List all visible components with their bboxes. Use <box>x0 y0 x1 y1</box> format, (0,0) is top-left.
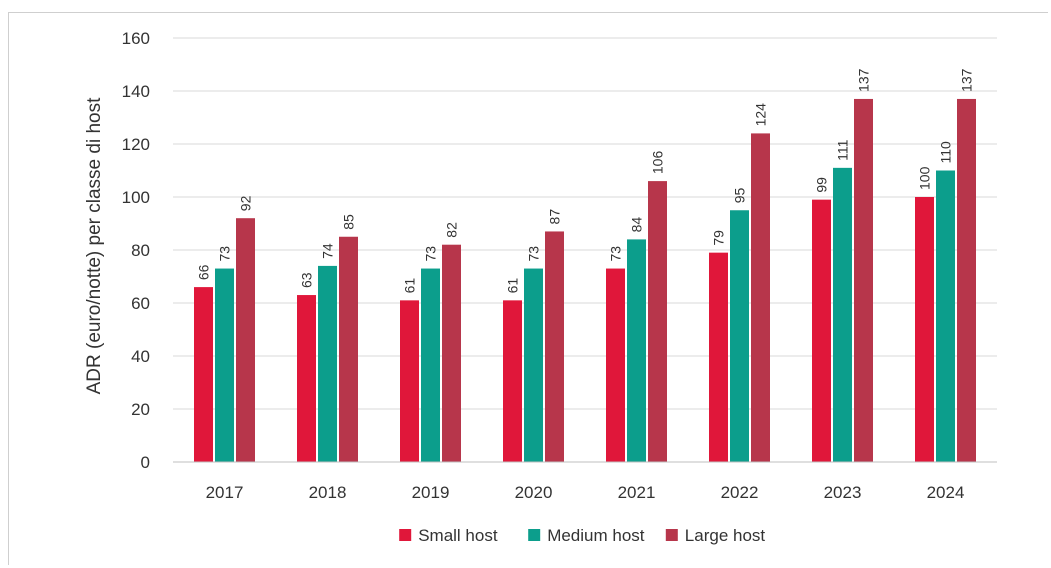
y-tick-label: 140 <box>122 82 150 101</box>
bar-large-host <box>442 244 461 462</box>
data-label: 84 <box>629 217 645 233</box>
data-label: 92 <box>238 195 254 211</box>
data-label: 73 <box>526 246 542 262</box>
legend-label: Small host <box>418 526 498 545</box>
data-label: 137 <box>959 68 975 92</box>
data-label: 111 <box>835 139 851 160</box>
legend: Small host Medium host Large host <box>399 526 765 545</box>
bar-medium-host <box>833 167 852 462</box>
bar-large-host <box>854 98 873 462</box>
data-label: 124 <box>753 103 769 127</box>
bar-small-host <box>297 295 316 462</box>
data-label: 137 <box>856 68 872 92</box>
data-labels: 66 73 92 63 74 85 61 73 82 61 73 87 73 84 106 79 95 124 99… <box>196 68 975 293</box>
data-label: 106 <box>650 151 666 175</box>
bars <box>194 98 976 462</box>
y-tick-label: 120 <box>122 135 150 154</box>
x-tick-label: 2017 <box>206 483 244 502</box>
bar-medium-host <box>730 210 749 462</box>
x-tick-label: 2022 <box>721 483 759 502</box>
legend-swatch <box>399 529 412 541</box>
data-label: 73 <box>217 246 233 262</box>
bar-small-host <box>400 300 419 462</box>
bar-small-host <box>709 252 728 462</box>
x-tick-label: 2021 <box>618 483 656 502</box>
x-tick-label: 2019 <box>412 483 450 502</box>
data-label: 100 <box>917 166 933 190</box>
legend-item-medium-host: Medium host <box>528 526 645 545</box>
data-label: 73 <box>423 246 439 262</box>
bar-small-host <box>606 268 625 462</box>
y-tick-label: 0 <box>141 453 150 472</box>
legend-swatch <box>528 529 541 541</box>
bar-large-host <box>339 236 358 462</box>
data-label: 66 <box>196 264 212 280</box>
data-label: 110 <box>938 141 954 164</box>
bar-small-host <box>812 199 831 462</box>
gridlines <box>173 37 997 410</box>
bar-large-host <box>648 181 667 462</box>
x-axis-ticks: 2017 2018 2019 2020 2021 2022 2023 2024 <box>206 483 965 502</box>
bar-medium-host <box>524 268 543 462</box>
bar-medium-host <box>936 170 955 462</box>
data-label: 74 <box>320 243 336 259</box>
bar-large-host <box>236 218 255 462</box>
data-label: 82 <box>444 222 460 238</box>
bar-medium-host <box>421 268 440 462</box>
bar-small-host <box>503 300 522 462</box>
bar-medium-host <box>627 239 646 462</box>
bar-small-host <box>194 287 213 462</box>
data-label: 73 <box>608 246 624 262</box>
data-label: 61 <box>505 278 521 294</box>
y-axis-label: ADR (euro/notte) per classe di host <box>84 97 105 394</box>
bar-medium-host <box>318 265 337 462</box>
legend-item-large-host: Large host <box>665 526 766 545</box>
data-label: 85 <box>341 214 357 230</box>
bar-medium-host <box>215 268 234 462</box>
x-tick-label: 2024 <box>927 483 965 502</box>
chart-frame <box>8 12 1048 565</box>
data-label: 79 <box>711 230 727 246</box>
bar-large-host <box>545 231 564 462</box>
y-axis-ticks: 0 20 40 60 80 100 120 140 160 <box>122 29 150 472</box>
bar-large-host <box>751 133 770 462</box>
data-label: 87 <box>547 209 563 225</box>
legend-swatch <box>665 529 678 541</box>
legend-label: Medium host <box>547 526 645 545</box>
y-tick-label: 40 <box>131 347 150 366</box>
y-tick-label: 80 <box>131 241 150 260</box>
x-tick-label: 2020 <box>515 483 553 502</box>
data-label: 61 <box>402 278 418 294</box>
data-label: 99 <box>814 177 830 193</box>
y-tick-label: 60 <box>131 294 150 313</box>
y-tick-label: 160 <box>122 29 150 48</box>
y-tick-label: 100 <box>122 188 150 207</box>
data-label: 95 <box>732 187 748 203</box>
legend-item-small-host: Small host <box>399 526 498 545</box>
x-tick-label: 2018 <box>309 483 347 502</box>
bar-small-host <box>915 197 934 462</box>
legend-label: Large host <box>685 526 766 545</box>
y-tick-label: 20 <box>131 400 150 419</box>
x-tick-label: 2023 <box>824 483 862 502</box>
bar-large-host <box>957 98 976 462</box>
data-label: 63 <box>299 272 315 288</box>
